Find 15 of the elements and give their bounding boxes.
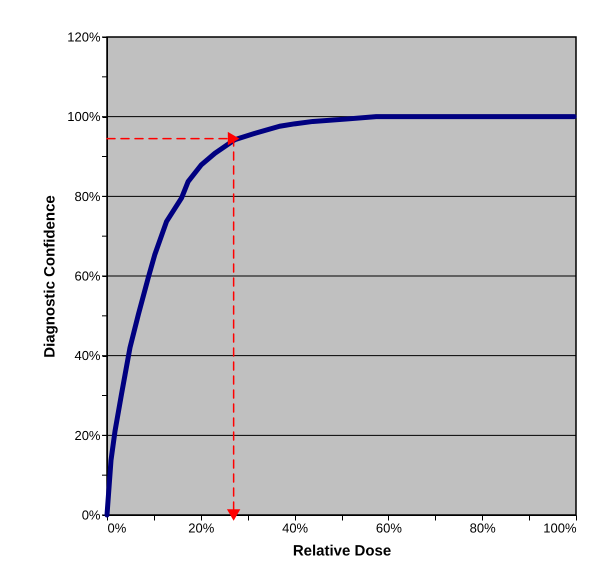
y-tick-label: 100% [67,109,101,124]
x-tick-label: 100% [543,520,577,536]
y-tick-label: 120% [67,30,101,44]
x-tick-label: 0% [108,520,127,536]
x-tick-label: 80% [470,520,496,536]
x-axis-title: Relative Dose [292,542,392,560]
y-axis-title: Diagnostic Confidence [41,195,58,358]
y-tick-label: 60% [74,268,101,284]
x-tick-label: 20% [188,520,215,536]
x-tick-label: 40% [282,520,309,536]
x-tick-label: 60% [376,520,402,536]
y-tick-label: 20% [74,428,101,443]
y-tick-label: 80% [74,188,101,204]
y-tick-label: 0% [82,508,101,522]
y-tick-label: 40% [74,348,101,364]
